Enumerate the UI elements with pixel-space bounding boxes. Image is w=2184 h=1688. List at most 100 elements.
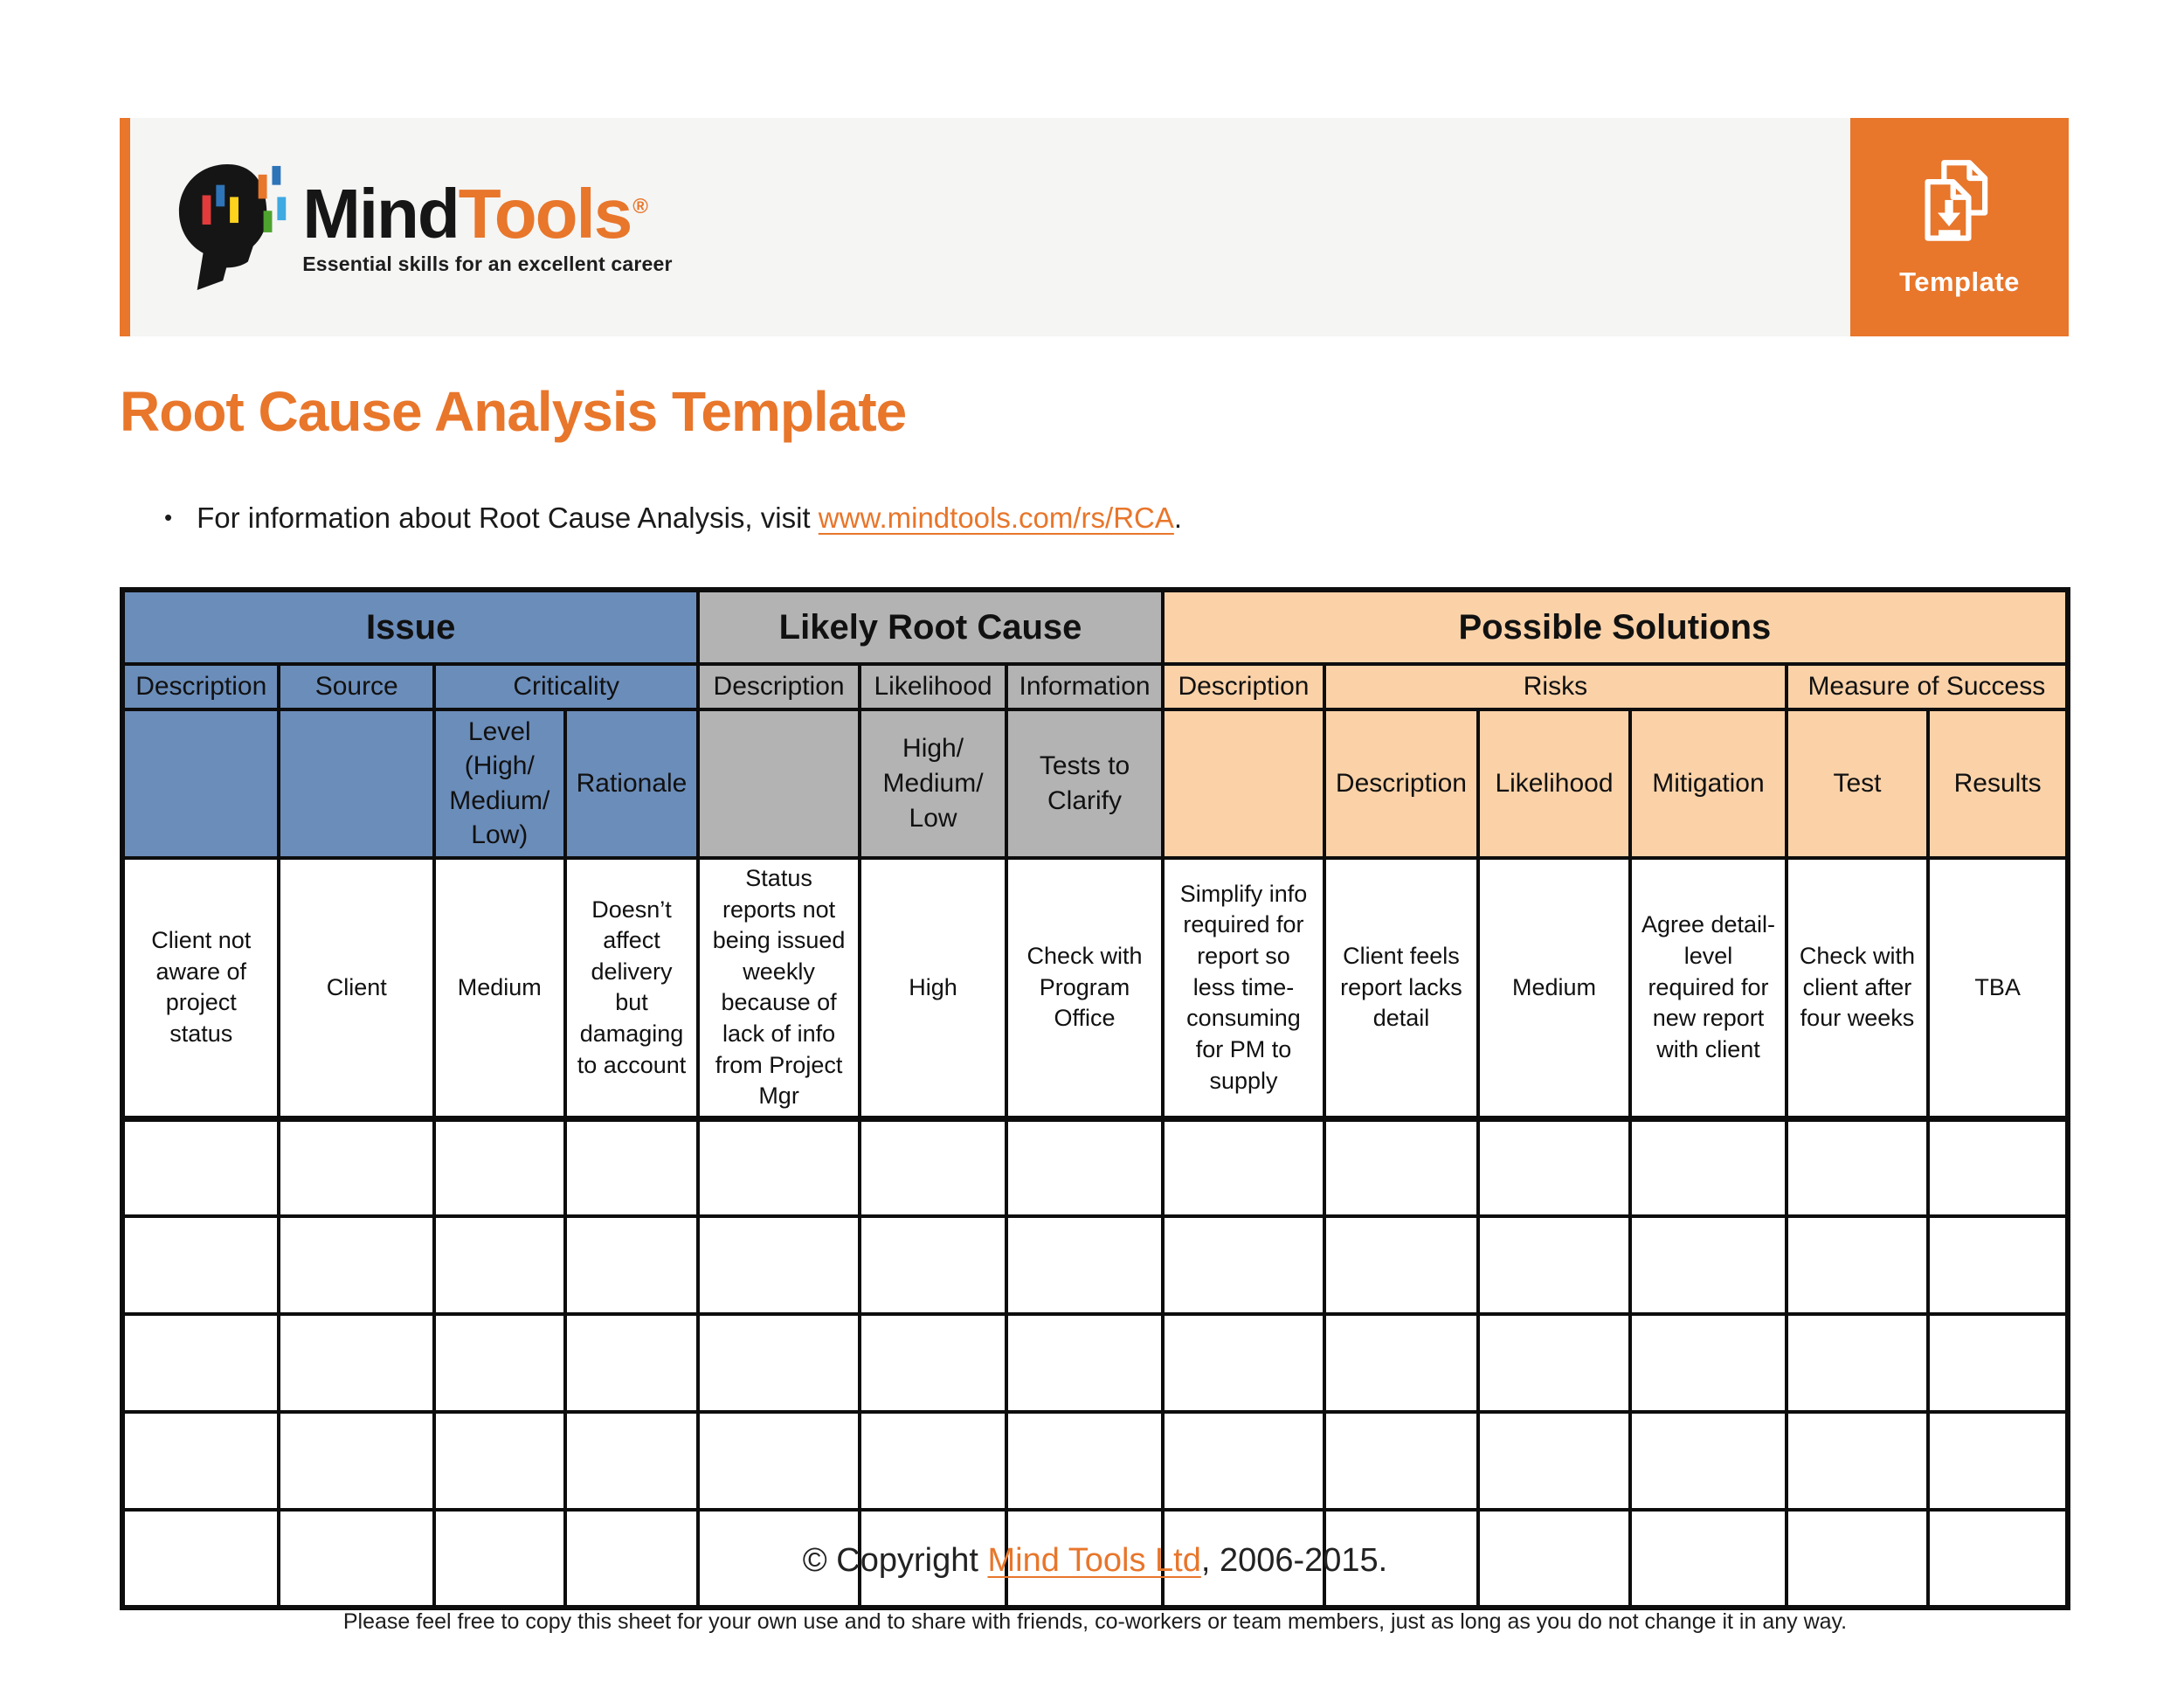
- cell-issue-source: Client: [277, 855, 436, 1122]
- empty-cell: [277, 1214, 436, 1317]
- empty-cell: [1476, 1312, 1633, 1415]
- logo-wordmark-tools: Tools: [458, 174, 632, 253]
- brand-accent-bar: [120, 118, 130, 336]
- empty-row: [120, 1117, 2070, 1219]
- template-button[interactable]: Template: [1850, 118, 2069, 336]
- empty-cell: [696, 1410, 861, 1512]
- empty-cell: [696, 1214, 861, 1317]
- header-criticality-level: Level (High/ Medium/ Low): [432, 707, 567, 860]
- mind-tools-ltd-link[interactable]: Mind Tools Ltd: [987, 1542, 1201, 1579]
- document-download-icon: [1925, 160, 1988, 241]
- logo-head-icon: [178, 163, 287, 291]
- empty-cell: [696, 1312, 861, 1415]
- header-risks-mitigation: Mitigation: [1628, 707, 1788, 860]
- sharing-note: Please feel free to copy this sheet for …: [342, 1609, 1848, 1634]
- registered-trademark: ®: [632, 194, 648, 218]
- empty-cell: [277, 1117, 436, 1219]
- empty-row: [120, 1410, 2070, 1512]
- logo-text: MindTools® Essential skills for an excel…: [302, 178, 673, 276]
- group-header-issue: Issue: [120, 588, 701, 666]
- header-success-results: Results: [1926, 707, 2070, 860]
- empty-cell: [1160, 1214, 1327, 1317]
- detail-header-row: Level (High/ Medium/ Low) Rationale High…: [120, 707, 2070, 860]
- empty-cell: [1784, 1214, 1931, 1317]
- empty-cell: [1476, 1117, 1633, 1219]
- empty-cell: [1323, 1117, 1480, 1219]
- empty-cell: [1323, 1410, 1480, 1512]
- header-solutions-description: Description: [1160, 662, 1327, 711]
- header-tests-to-clarify: Tests to Clarify: [1005, 707, 1165, 860]
- empty-cell: [563, 1214, 701, 1317]
- group-header-possible-solutions: Possible Solutions: [1160, 588, 2070, 666]
- header-likelihood-scale: High/ Medium/ Low: [857, 707, 1009, 860]
- copyright-text-after: , 2006-2015.: [1200, 1542, 1388, 1579]
- empty-cell: [277, 1410, 436, 1512]
- empty-cell: [1628, 1117, 1788, 1219]
- empty-cell: [1926, 1410, 2070, 1512]
- header-issue-source-spacer: [277, 707, 436, 860]
- empty-row: [120, 1312, 2070, 1415]
- empty-cell: [1005, 1508, 1165, 1610]
- empty-cell: [563, 1312, 701, 1415]
- empty-cell: [857, 1117, 1009, 1219]
- cell-success-results: TBA: [1926, 855, 2070, 1122]
- empty-cell: [1628, 1410, 1788, 1512]
- cell-criticality-rationale: Doesn’t affect delivery but damaging to …: [563, 855, 701, 1122]
- header-solutions-risks: Risks: [1323, 662, 1788, 711]
- empty-cell: [857, 1214, 1009, 1317]
- header-cause-description-spacer: [696, 707, 861, 860]
- cell-risks-description: Client feels report lacks detail: [1323, 855, 1480, 1122]
- header-success-test: Test: [1784, 707, 1931, 860]
- empty-cell: [432, 1410, 567, 1512]
- empty-cell: [120, 1312, 281, 1415]
- empty-cell: [277, 1508, 436, 1610]
- empty-cell: [1784, 1312, 1931, 1415]
- copyright-line: © Copyright Mind Tools Ltd, 2006-2015.: [120, 1542, 2070, 1580]
- empty-cell: [1160, 1117, 1327, 1219]
- empty-row: [120, 1508, 2070, 1610]
- table-body: Issue Likely Root Cause Possible Solutio…: [120, 588, 2070, 1610]
- empty-cell: [1784, 1410, 1931, 1512]
- template-button-label: Template: [1899, 266, 2020, 297]
- header-issue-criticality: Criticality: [432, 662, 701, 711]
- header-risks-likelihood: Likelihood: [1476, 707, 1633, 860]
- empty-row: [120, 1214, 2070, 1317]
- empty-cell: [1628, 1312, 1788, 1415]
- group-header-row: Issue Likely Root Cause Possible Solutio…: [120, 588, 2070, 666]
- empty-cell: [277, 1312, 436, 1415]
- empty-cell: [1926, 1508, 2070, 1610]
- cell-cause-likelihood: High: [857, 855, 1009, 1122]
- empty-cell: [1160, 1312, 1327, 1415]
- empty-cell: [857, 1312, 1009, 1415]
- intro-bullet: • For information about Root Cause Analy…: [164, 502, 1182, 535]
- cell-risks-mitigation: Agree detail-level required for new repo…: [1628, 855, 1788, 1122]
- cell-issue-description: Client not aware of project status: [120, 855, 281, 1122]
- rca-table: Issue Likely Root Cause Possible Solutio…: [120, 587, 2070, 1611]
- empty-cell: [120, 1117, 281, 1219]
- logo-tagline: Essential skills for an excellent career: [302, 252, 673, 275]
- cell-solutions-description: Simplify info required for report so les…: [1160, 855, 1327, 1122]
- sub-header-row: Description Source Criticality Descripti…: [120, 662, 2070, 711]
- header-issue-source: Source: [277, 662, 436, 711]
- bullet-marker: •: [164, 504, 173, 530]
- empty-cell: [563, 1117, 701, 1219]
- empty-cell: [120, 1508, 281, 1610]
- intro-text-after: .: [1173, 502, 1183, 534]
- empty-cell: [1926, 1312, 2070, 1415]
- table-row: Client not aware of project status Clien…: [120, 855, 2070, 1122]
- rca-link[interactable]: www.mindtools.com/rs/RCA: [818, 502, 1174, 534]
- empty-cell: [1784, 1117, 1931, 1219]
- header-band: MindTools® Essential skills for an excel…: [120, 118, 2069, 336]
- cell-criticality-level: Medium: [432, 855, 567, 1122]
- page-title: Root Cause Analysis Template: [120, 380, 907, 443]
- header-risks-description: Description: [1323, 707, 1480, 860]
- copyright-text-before: © Copyright: [802, 1542, 988, 1579]
- intro-text-before: For information about Root Cause Analysi…: [197, 502, 819, 534]
- empty-cell: [696, 1117, 861, 1219]
- empty-cell: [1628, 1508, 1788, 1610]
- empty-cell: [1323, 1214, 1480, 1317]
- empty-cell: [1005, 1410, 1165, 1512]
- empty-cell: [1476, 1508, 1633, 1610]
- empty-cell: [1005, 1214, 1165, 1317]
- empty-cell: [1160, 1508, 1327, 1610]
